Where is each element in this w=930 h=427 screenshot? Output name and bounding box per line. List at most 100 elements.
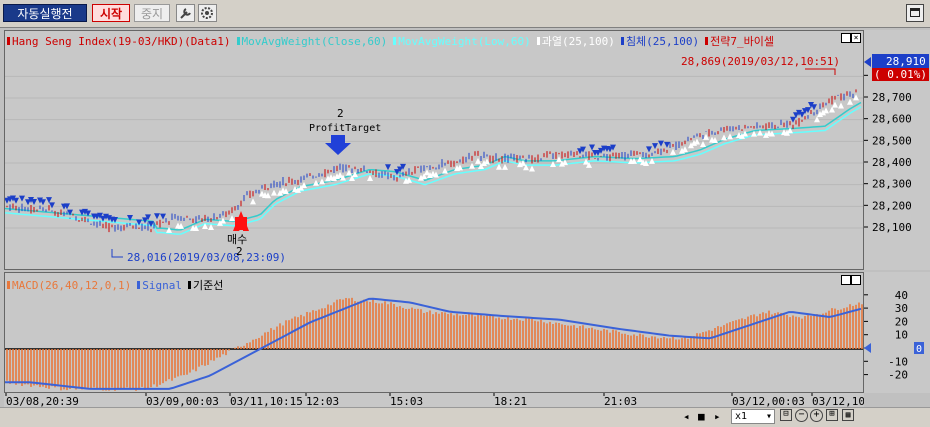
oversold-marker: [40, 199, 46, 206]
time-tick: 03/09,00:03: [146, 395, 219, 407]
overheat-marker: [820, 109, 826, 116]
oversold-marker: [67, 209, 73, 216]
overheat-marker: [481, 160, 487, 167]
high-pointer: [805, 68, 836, 75]
macd-pane-close-icon[interactable]: [851, 275, 861, 285]
buy-count: 2: [236, 245, 243, 258]
overheat-marker: [832, 101, 838, 108]
price-chart-svg: 28,869(2019/03/12,10:51) 28,016(2019/03/0…: [5, 55, 863, 264]
macd-pane-maximize-icon[interactable]: [841, 275, 851, 285]
price-legend-item: 전략7_바이셀: [705, 35, 777, 48]
expand-icon[interactable]: ⊞: [826, 409, 838, 421]
chevron-down-icon: ▾: [765, 411, 772, 422]
gear-icon[interactable]: [198, 4, 217, 22]
collapse-icon[interactable]: ⊟: [780, 409, 792, 421]
overheat-marker: [208, 224, 214, 231]
ma-low-line: [5, 106, 862, 235]
price-chart-pane[interactable]: Hang Seng Index(19-03/HKD)(Data1) MovAvgW…: [4, 30, 864, 270]
price-tick: 28,400: [872, 156, 912, 169]
overheat-marker: [727, 133, 733, 140]
macd-axis: 40 30 20 10 -10 -20 0: [864, 272, 930, 393]
oversold-marker: [580, 146, 586, 153]
overheat-marker: [631, 157, 637, 164]
macd-chart-pane[interactable]: MACD(26,40,12,0,1) Signal 기준선: [4, 272, 864, 393]
price-tick: 28,500: [872, 134, 912, 147]
overheat-marker: [346, 169, 352, 176]
oversold-marker: [652, 143, 658, 150]
overheat-marker: [478, 163, 484, 170]
zero-tag: 0: [916, 344, 922, 355]
macd-legend-item: Signal: [137, 279, 185, 292]
oversold-marker: [160, 213, 166, 220]
overheat-marker: [250, 198, 256, 205]
scroll-left-icon[interactable]: ◂: [683, 410, 690, 423]
oversold-marker: [400, 163, 406, 170]
overheat-marker: [583, 158, 589, 165]
pane-close-icon[interactable]: ×: [851, 33, 861, 43]
overheat-marker: [742, 130, 748, 137]
overheat-marker: [556, 156, 562, 163]
strategy-title: 자동실행전: [3, 4, 87, 22]
overheat-marker: [847, 98, 853, 105]
oversold-marker: [811, 104, 817, 111]
buy-label: 매수: [227, 233, 247, 246]
zoom-in-icon[interactable]: +: [810, 409, 823, 422]
macd-legend: MACD(26,40,12,0,1) Signal 기준선: [7, 277, 229, 293]
oversold-marker: [49, 202, 55, 209]
wrench-icon[interactable]: [176, 4, 195, 22]
overheat-marker: [562, 159, 568, 166]
overheat-marker: [520, 159, 526, 166]
oversold-marker: [664, 141, 670, 148]
oversold-marker: [658, 140, 664, 147]
change-tag: ( 0.01%): [874, 68, 927, 81]
pane-maximize-icon[interactable]: [841, 33, 851, 43]
oversold-marker: [799, 111, 805, 118]
oversold-marker: [136, 219, 142, 226]
overheat-marker: [496, 163, 502, 170]
start-button[interactable]: 시작: [92, 4, 130, 22]
overheat-marker: [313, 179, 319, 186]
price-axis: 28,80028,70028,60028,50028,40028,30028,2…: [864, 30, 930, 270]
stop-scroll-icon[interactable]: ■: [698, 410, 705, 423]
oversold-marker: [46, 197, 52, 204]
overheat-marker: [433, 171, 439, 178]
overheat-marker: [550, 161, 556, 168]
overheat-marker: [349, 174, 355, 181]
oversold-marker: [31, 198, 37, 205]
overheat-marker: [277, 189, 283, 196]
overheat-marker: [787, 127, 793, 134]
overheat-marker: [283, 188, 289, 195]
oversold-marker: [19, 195, 25, 202]
price-tick: 28,200: [872, 199, 912, 212]
window-maximize-icon[interactable]: [906, 4, 924, 22]
price-legend-item: 침체(25,100): [620, 35, 702, 48]
overheat-marker: [757, 129, 763, 136]
profit-label: ProfitTarget: [309, 123, 381, 134]
oversold-marker: [142, 217, 148, 224]
toolbar: 자동실행전 시작 중지: [0, 0, 930, 28]
overheat-marker: [229, 215, 235, 222]
oversold-marker: [646, 146, 652, 153]
scroll-right-icon[interactable]: ▸: [714, 410, 721, 423]
oversold-marker: [148, 221, 154, 228]
overheat-marker: [679, 147, 685, 154]
overheat-marker: [217, 219, 223, 226]
oversold-marker: [64, 203, 70, 210]
price-legend-item: MovAvgWeight(Low,60): [393, 35, 533, 48]
overheat-marker: [700, 140, 706, 147]
low-pointer: [111, 249, 123, 258]
oversold-marker: [595, 149, 601, 156]
overheat-marker: [694, 138, 700, 145]
oversold-marker: [805, 107, 811, 114]
grid-icon[interactable]: ▦: [842, 409, 854, 421]
overheat-marker: [688, 142, 694, 149]
zero-pointer-icon: [864, 343, 871, 353]
price-tick: 28,600: [872, 113, 912, 126]
overheat-marker: [853, 94, 859, 101]
overheat-marker: [751, 130, 757, 137]
zoom-select[interactable]: x1 ▾: [731, 409, 775, 424]
zoom-out-icon[interactable]: −: [795, 409, 808, 422]
oversold-marker: [112, 217, 118, 224]
oversold-marker: [37, 197, 43, 204]
stop-button[interactable]: 중지: [134, 4, 170, 22]
